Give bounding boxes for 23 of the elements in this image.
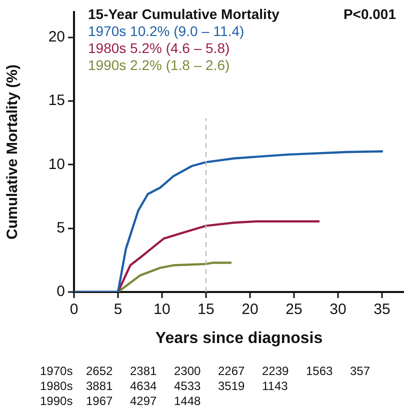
text: 1980s 3881 4634 4533 3519 1143 <box>40 379 288 393</box>
y-tick-label: 0 <box>56 283 65 300</box>
x-tick-label: 15 <box>198 301 214 318</box>
legend-title: 15-Year Cumulative Mortality <box>88 6 280 23</box>
y-tick-label: 15 <box>48 92 65 110</box>
x-tick-label: 5 <box>114 301 122 318</box>
annotation: P<0.001 <box>343 6 396 22</box>
x-tick-label: 0 <box>70 301 78 318</box>
x-tick-label: 30 <box>330 301 346 318</box>
y-tick-label: 10 <box>48 156 65 173</box>
y-tick-label: 5 <box>56 220 65 237</box>
x-tick-label: 25 <box>286 301 302 318</box>
text: 1970s 2652 2381 2300 2267 2239 1563 357 <box>40 364 370 378</box>
text: 1990s 1967 4297 1448 <box>40 394 201 408</box>
text: 1990s 2.2% (1.8 – 2.6) <box>88 57 231 74</box>
x-tick-label: 20 <box>242 301 258 318</box>
x-axis-title: Years since diagnosis <box>155 330 323 347</box>
y-axis-title: Cumulative Mortality (%) <box>4 64 22 240</box>
y-tick-label: 20 <box>48 28 65 46</box>
x-tick-label: 10 <box>154 301 170 318</box>
x-tick-label: 35 <box>374 301 390 318</box>
text: 1970s 10.2% (9.0 – 11.4) <box>88 23 246 40</box>
text: 1980s 5.2% (4.6 – 5.8) <box>88 40 231 57</box>
